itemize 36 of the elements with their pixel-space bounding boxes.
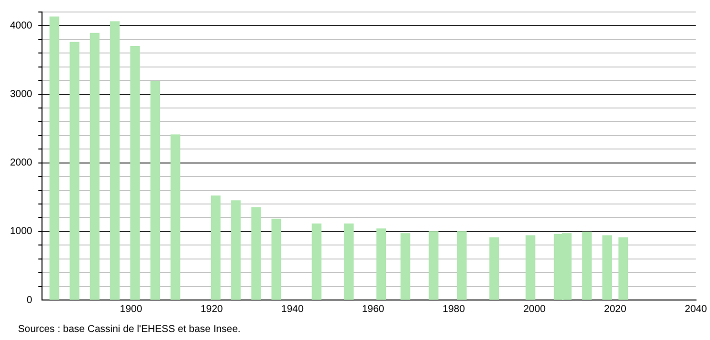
x-tick-label: 1920 <box>200 304 224 315</box>
source-note: Sources : base Cassini de l'EHESS et base Insee. <box>18 324 241 335</box>
y-tick-label: 0 <box>26 294 33 306</box>
bar <box>170 134 180 300</box>
bar <box>90 32 100 300</box>
bar <box>271 218 282 300</box>
bar <box>130 46 140 300</box>
bar <box>376 228 386 300</box>
x-tick-label: 1900 <box>120 304 143 315</box>
y-tick-label: 2000 <box>10 158 33 169</box>
bar <box>526 235 536 300</box>
bar <box>110 21 120 300</box>
bar <box>150 80 160 300</box>
bar <box>457 231 467 300</box>
bar <box>602 235 612 300</box>
bar <box>70 42 80 300</box>
x-tick-label: 2020 <box>604 304 627 315</box>
bar <box>251 207 261 300</box>
bar <box>400 233 410 300</box>
y-tick-label: 4000 <box>10 20 33 32</box>
bar <box>428 231 438 300</box>
bar <box>582 232 592 300</box>
x-tick-label: 2040 <box>684 304 708 315</box>
x-tick-label: 2000 <box>523 304 546 315</box>
bar <box>489 237 499 300</box>
y-tick-label: 3000 <box>10 89 33 100</box>
y-tick-label: 1000 <box>10 226 33 238</box>
x-tick-label: 1940 <box>281 304 304 315</box>
bar <box>344 224 354 300</box>
bar <box>618 237 628 300</box>
bar <box>231 200 241 300</box>
x-tick-label: 1980 <box>442 304 466 315</box>
x-tick-label: 1960 <box>362 304 385 315</box>
bar <box>312 224 322 300</box>
bar <box>210 195 221 300</box>
bar <box>50 16 60 300</box>
